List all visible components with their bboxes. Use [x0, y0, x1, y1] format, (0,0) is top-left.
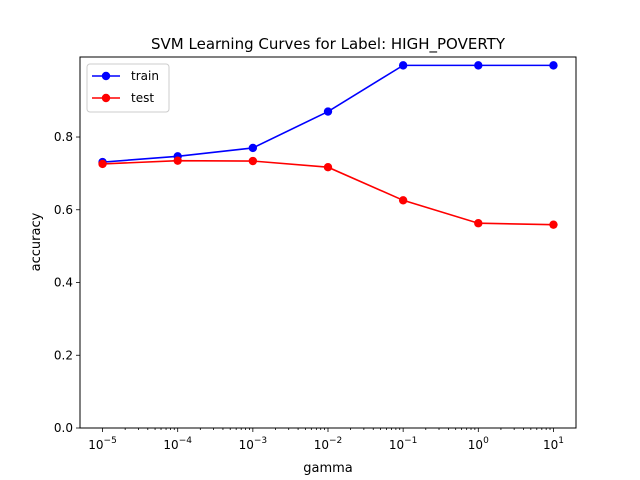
x-tick-label: 10−5 — [88, 436, 117, 452]
data-point-test — [248, 156, 258, 166]
legend-marker-train — [101, 71, 111, 81]
data-point-train — [323, 107, 333, 116]
y-axis: 0.0 0.2 0.4 0.6 0.8 — [54, 130, 80, 435]
y-tick-label: 0.6 — [54, 203, 73, 217]
x-tick-label: 10−1 — [389, 436, 418, 452]
y-tick-label: 0.4 — [54, 276, 73, 290]
y-tick-label: 0.2 — [54, 348, 73, 362]
data-point-test — [549, 220, 558, 229]
y-tick-label: 0.0 — [54, 421, 73, 435]
legend-label-test: test — [131, 91, 154, 105]
data-point-test — [323, 163, 333, 172]
plot-area — [79, 56, 577, 429]
data-point-test — [98, 159, 107, 169]
data-point-train — [549, 61, 558, 70]
x-tick-label: 10−2 — [314, 436, 343, 452]
data-point-train — [248, 143, 258, 153]
x-axis-label: gamma — [303, 461, 353, 476]
series-layer — [98, 61, 558, 229]
data-point-test — [398, 196, 408, 205]
x-tick-label: 10−4 — [163, 436, 192, 452]
x-tick-label: 100 — [468, 436, 489, 452]
y-axis-label: accuracy — [29, 212, 44, 271]
data-point-test — [173, 156, 182, 165]
data-point-train — [474, 61, 483, 70]
data-point-test — [474, 219, 483, 228]
legend: train test — [86, 63, 170, 113]
x-axis: 10−5 10−4 10−3 10−2 10−1 100 101 — [88, 428, 564, 452]
x-tick-label: 101 — [543, 436, 564, 452]
y-tick-label: 0.8 — [54, 130, 73, 144]
legend-marker-test — [101, 93, 111, 103]
data-point-train — [398, 61, 408, 70]
chart-title: SVM Learning Curves for Label: HIGH_POVE… — [151, 35, 506, 54]
legend-label-train: train — [131, 69, 159, 83]
x-tick-label: 10−3 — [239, 436, 268, 452]
